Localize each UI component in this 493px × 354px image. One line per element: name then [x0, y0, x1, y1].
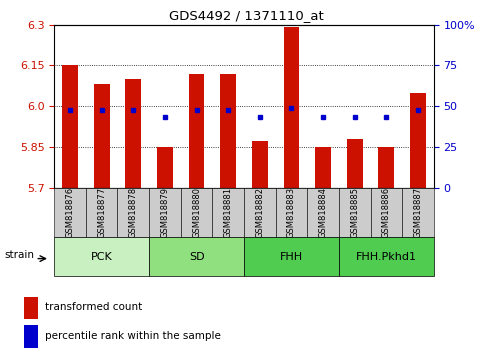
- Text: GSM818886: GSM818886: [382, 187, 391, 238]
- Text: GDS4492 / 1371110_at: GDS4492 / 1371110_at: [169, 9, 324, 22]
- Text: percentile rank within the sample: percentile rank within the sample: [45, 331, 221, 341]
- Bar: [379, 147, 394, 188]
- Bar: [24, 325, 38, 348]
- Text: GSM818878: GSM818878: [129, 187, 138, 238]
- Bar: [252, 142, 268, 188]
- Bar: [315, 147, 331, 188]
- Bar: [220, 74, 236, 188]
- Text: GSM818880: GSM818880: [192, 187, 201, 238]
- Text: GSM818887: GSM818887: [414, 187, 423, 238]
- Bar: [410, 93, 426, 188]
- Bar: [94, 85, 109, 188]
- Text: FHH: FHH: [280, 252, 303, 262]
- Bar: [212, 188, 244, 237]
- Text: GSM818885: GSM818885: [350, 187, 359, 238]
- Bar: [402, 188, 434, 237]
- Bar: [117, 188, 149, 237]
- Text: strain: strain: [4, 250, 35, 260]
- Bar: [157, 147, 173, 188]
- Bar: [244, 188, 276, 237]
- Bar: [371, 188, 402, 237]
- Text: GSM818884: GSM818884: [318, 187, 328, 238]
- Text: GSM818882: GSM818882: [255, 187, 264, 238]
- Text: GSM818883: GSM818883: [287, 187, 296, 238]
- Bar: [62, 65, 78, 188]
- Bar: [24, 297, 38, 319]
- Text: GSM818879: GSM818879: [160, 187, 170, 238]
- Bar: [307, 188, 339, 237]
- Text: PCK: PCK: [91, 252, 112, 262]
- Bar: [54, 237, 149, 276]
- Bar: [54, 188, 86, 237]
- Bar: [125, 79, 141, 188]
- Text: GSM818876: GSM818876: [66, 187, 74, 238]
- Bar: [86, 188, 117, 237]
- Bar: [347, 139, 363, 188]
- Bar: [149, 188, 181, 237]
- Bar: [339, 237, 434, 276]
- Text: GSM818877: GSM818877: [97, 187, 106, 238]
- Text: GSM818881: GSM818881: [224, 187, 233, 238]
- Bar: [189, 74, 205, 188]
- Text: SD: SD: [189, 252, 205, 262]
- Bar: [181, 188, 212, 237]
- Bar: [149, 237, 244, 276]
- Text: transformed count: transformed count: [45, 302, 142, 313]
- Bar: [283, 28, 299, 188]
- Bar: [276, 188, 307, 237]
- Bar: [244, 237, 339, 276]
- Bar: [339, 188, 371, 237]
- Text: FHH.Pkhd1: FHH.Pkhd1: [356, 252, 417, 262]
